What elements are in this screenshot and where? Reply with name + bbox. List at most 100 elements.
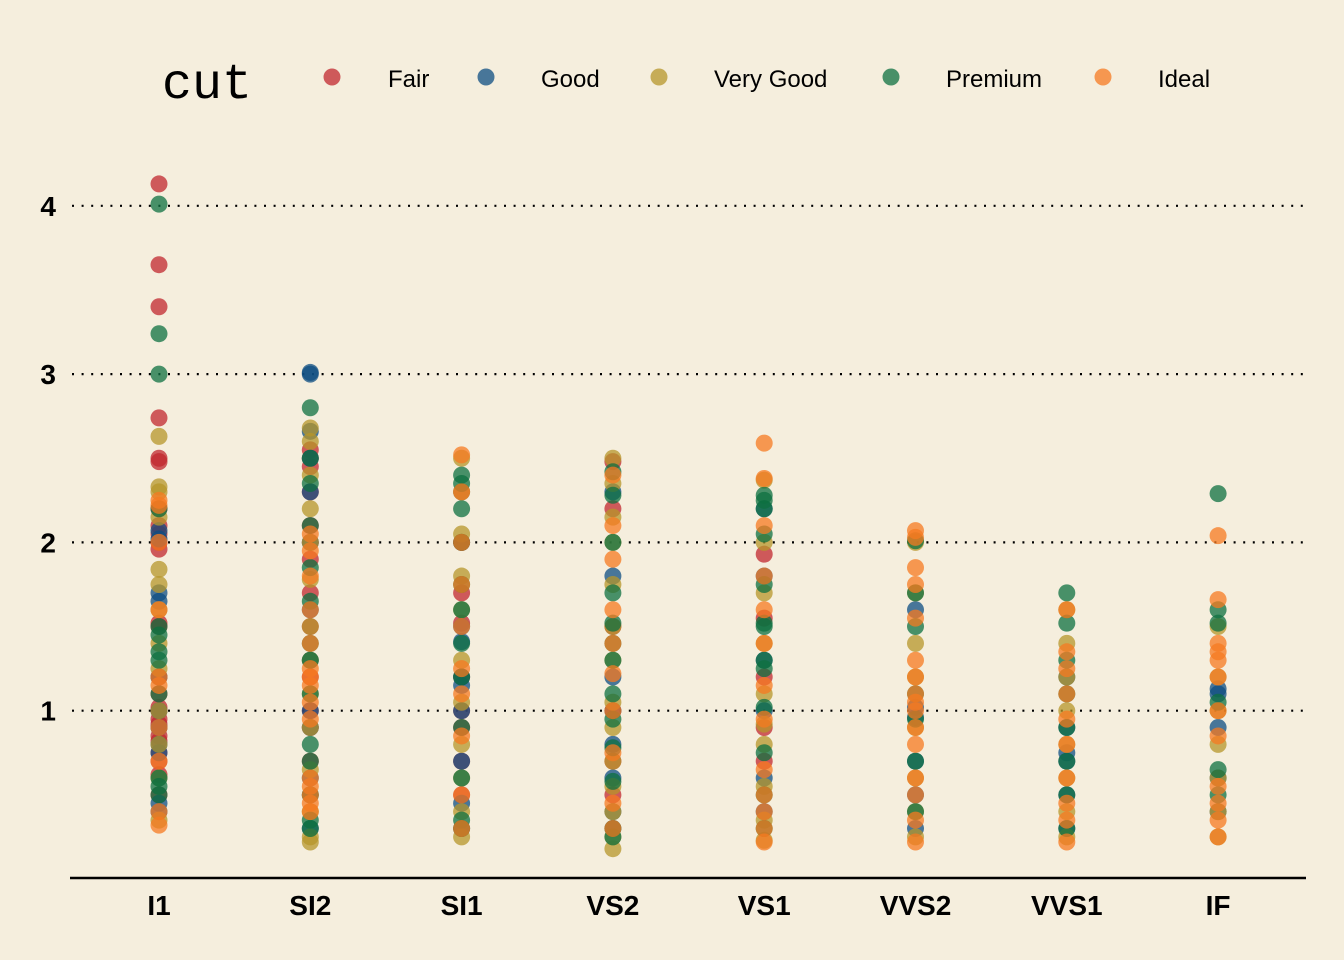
- data-point: [150, 575, 168, 593]
- data-point: [301, 618, 319, 636]
- data-point: [1058, 735, 1076, 753]
- data-point: [150, 626, 168, 644]
- data-point: [453, 820, 471, 838]
- data-point: [453, 483, 471, 501]
- data-point: [907, 702, 924, 720]
- data-point: [604, 794, 622, 812]
- data-point: [150, 752, 168, 770]
- data-point: [1209, 668, 1227, 686]
- data-point: [301, 365, 319, 383]
- data-point: [1209, 828, 1227, 846]
- y-tick-label: 3: [40, 359, 56, 390]
- data-point: [604, 449, 622, 467]
- data-point: [604, 685, 622, 703]
- x-tick-label: SI2: [289, 890, 331, 921]
- data-point: [301, 676, 319, 694]
- x-tick-label: VS2: [586, 890, 639, 921]
- x-tick-label: VVS1: [1031, 890, 1103, 921]
- data-point: [755, 634, 773, 652]
- data-point: [1058, 833, 1076, 851]
- legend-key-premium: [882, 68, 900, 86]
- data-point: [150, 365, 168, 383]
- x-tick-label: I1: [147, 890, 170, 921]
- legend-label: Fair: [388, 66, 429, 93]
- data-point: [755, 803, 773, 821]
- data-point: [453, 660, 471, 678]
- data-point: [150, 786, 168, 804]
- data-point: [604, 550, 622, 568]
- data-point: [604, 840, 622, 858]
- data-point: [755, 761, 773, 779]
- data-point: [1058, 614, 1076, 632]
- data-point: [1058, 710, 1076, 728]
- legend-label: Premium: [946, 66, 1042, 93]
- data-point: [604, 466, 622, 484]
- data-point: [907, 719, 924, 737]
- data-point: [1209, 794, 1227, 812]
- data-point: [453, 533, 471, 551]
- gridlines: [72, 204, 1306, 712]
- data-point: [604, 517, 622, 535]
- data-point: [301, 449, 319, 467]
- data-point: [301, 567, 319, 585]
- data-point: [755, 698, 773, 716]
- data-point: [755, 833, 773, 851]
- data-point: [907, 559, 924, 577]
- data-point: [1058, 811, 1076, 829]
- y-tick-label: 1: [40, 696, 56, 727]
- data-point: [755, 660, 773, 678]
- data-point: [755, 517, 773, 535]
- data-point: [1058, 643, 1076, 661]
- data-point: [150, 803, 168, 821]
- data-point: [301, 432, 319, 450]
- data-point: [1209, 485, 1227, 503]
- data-point: [604, 486, 622, 504]
- data-point: [604, 601, 622, 619]
- data-point: [453, 752, 471, 770]
- x-tick-label: VS1: [738, 890, 791, 921]
- data-point: [453, 634, 471, 652]
- data-point: [150, 676, 168, 694]
- x-tick-label: VVS2: [880, 890, 952, 921]
- data-point: [1209, 527, 1227, 545]
- legend-key-fair: [323, 68, 341, 86]
- data-point: [604, 533, 622, 551]
- data-point: [301, 542, 319, 560]
- data-point: [1058, 794, 1076, 812]
- data-point: [604, 651, 622, 669]
- legend-title: cut: [162, 57, 252, 114]
- data-point: [150, 325, 168, 343]
- data-point: [150, 496, 168, 514]
- data-point: [1209, 727, 1227, 745]
- data-point: [755, 469, 773, 487]
- data-point: [150, 702, 168, 720]
- data-point: [1209, 761, 1227, 779]
- legend-key-ideal: [1094, 68, 1112, 86]
- data-point: [453, 446, 471, 464]
- x-axis-ticks: I1 SI2 SI1 VS2 VS1 VVS2 VVS1 IF: [147, 890, 1230, 921]
- data-point: [1058, 752, 1076, 770]
- data-point: [453, 575, 471, 593]
- legend-key-very-good: [650, 68, 668, 86]
- data-point: [301, 634, 319, 652]
- data-point: [301, 693, 319, 711]
- data-point: [150, 651, 168, 669]
- data-point: [907, 786, 924, 804]
- data-point: [301, 601, 319, 619]
- data-point: [150, 601, 168, 619]
- data-point: [453, 786, 471, 804]
- data-point: [907, 833, 924, 851]
- data-point: [1058, 584, 1076, 602]
- data-point: [755, 820, 773, 838]
- data-point: [150, 453, 168, 471]
- data-point: [301, 833, 319, 851]
- data-point: [604, 820, 622, 838]
- data-point: [907, 668, 924, 686]
- data-point: [150, 735, 168, 753]
- data-point: [301, 735, 319, 753]
- data-point: [150, 409, 168, 427]
- data-point: [755, 744, 773, 762]
- data-point: [755, 567, 773, 585]
- data-point: [907, 634, 924, 652]
